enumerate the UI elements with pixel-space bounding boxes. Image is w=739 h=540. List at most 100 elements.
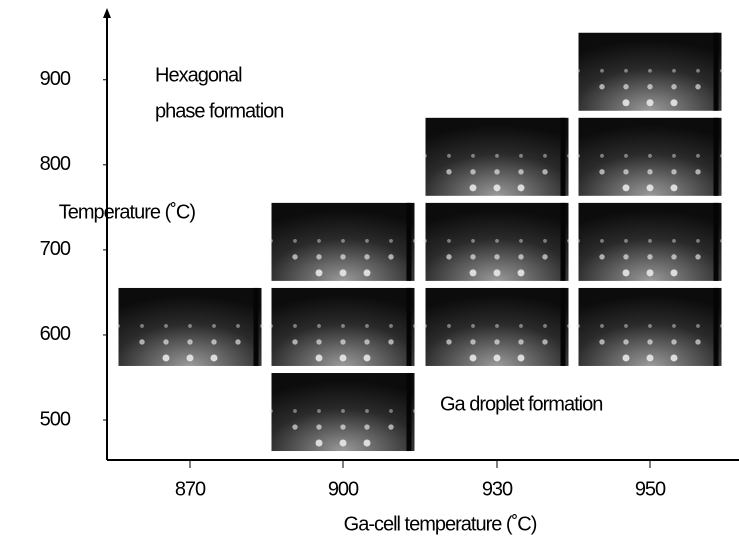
diffraction-spot [316,254,322,260]
diffraction-spot [672,68,676,73]
diffraction-spot [363,439,371,447]
diffraction-spot [517,269,525,277]
diffraction-spot [187,339,193,345]
diffraction-spot [164,324,168,328]
y-tick-label: 900 [40,68,71,90]
diffraction-spot [413,238,417,243]
diffraction-spot [315,269,323,277]
diffraction-spot [543,153,547,158]
diffraction-spot [470,169,476,175]
diffraction-spot [648,238,652,243]
diffraction-spot [470,254,476,260]
diffraction-spot [671,339,677,345]
diffraction-spot [624,153,628,158]
diffraction-spot [494,169,500,175]
diffraction-spot [389,324,393,328]
diffraction-spot [670,99,678,107]
diffraction-spot [494,339,500,345]
x-tick-label: 870 [175,478,206,500]
diffraction-spot [447,238,451,243]
diffraction-spot [260,324,264,328]
diffraction-spot [624,238,628,243]
x-tick-label: 930 [482,478,513,500]
diffraction-spot [388,339,394,345]
diffraction-spot [212,324,216,328]
diffraction-spot [364,339,370,345]
diffraction-spot [670,354,678,362]
y-tick-label: 600 [40,323,71,345]
diffraction-spot [519,238,523,243]
diffraction-spot [493,354,501,362]
panel-edge [406,287,412,366]
diffraction-spot [670,269,678,277]
diffraction-spot [600,324,604,328]
x-axis-label: Ga-cell temperature (˚C) [344,513,537,535]
diffraction-spot [469,269,477,277]
x-tick-label: 950 [635,478,666,500]
diffraction-spot [542,254,548,260]
diffraction-spot [623,254,629,260]
panel-edge [406,202,412,281]
diffraction-spot [236,324,240,328]
diffraction-spot [446,254,452,260]
diffraction-spot [695,339,701,345]
diffraction-spot [340,339,346,345]
diffraction-spot [413,409,417,413]
diffraction-spot [269,324,273,328]
diffraction-spot [576,68,580,73]
diffraction-spot [139,339,145,345]
diffraction-spot [696,153,700,158]
rheed-panel [271,373,415,452]
diffraction-spot [695,254,701,260]
diffraction-spot [388,254,394,260]
diffraction-spot [447,324,451,328]
diffraction-spot [341,238,345,243]
diffraction-spot [517,184,525,192]
panel-edge [713,287,719,366]
diffraction-spot [600,153,604,158]
diffraction-spot [494,254,500,260]
diffraction-spot [423,153,427,158]
diffraction-spot [519,324,523,328]
diffraction-spot [292,254,298,260]
diffraction-spot [543,324,547,328]
diffraction-spot [599,169,605,175]
diffraction-spot [623,339,629,345]
diffraction-spot [600,238,604,243]
diffraction-spot [567,324,571,328]
diffraction-spot [340,424,346,430]
diffraction-spot [600,68,604,73]
diffraction-spot [341,409,345,413]
diffraction-spot [188,324,192,328]
diffraction-spot [695,84,701,90]
diffraction-spot [293,238,297,243]
diffraction-spot [720,153,724,158]
diffraction-spot [413,324,417,328]
diffraction-spot [423,238,427,243]
diffraction-spot [696,324,700,328]
diffraction-spot [269,409,273,413]
diffraction-spot [365,238,369,243]
diffraction-spot [495,238,499,243]
diffraction-spot [315,439,323,447]
diffraction-spot [493,269,501,277]
diffraction-spot [471,324,475,328]
panel-edge [406,373,412,452]
panel-edge [560,202,566,281]
diffraction-spot [646,99,654,107]
diffraction-spot [542,169,548,175]
diffraction-spot [696,238,700,243]
annotation: Ga droplet formation [440,393,602,415]
diffraction-spot [576,153,580,158]
diffraction-spot [696,68,700,73]
rheed-panel [578,287,722,366]
diffraction-spot [493,184,501,192]
rheed-panel [425,117,569,196]
panel-edge [253,287,259,366]
diffraction-spot [340,254,346,260]
panel-edge [713,202,719,281]
diffraction-spot [519,153,523,158]
rheed-panel [118,287,262,366]
diffraction-spot [672,153,676,158]
